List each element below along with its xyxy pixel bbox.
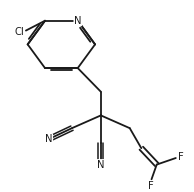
Text: F: F bbox=[178, 152, 184, 162]
Text: F: F bbox=[148, 181, 154, 191]
Text: N: N bbox=[74, 16, 81, 26]
Text: N: N bbox=[45, 134, 53, 144]
Text: Cl: Cl bbox=[14, 27, 24, 37]
Text: N: N bbox=[97, 160, 105, 170]
